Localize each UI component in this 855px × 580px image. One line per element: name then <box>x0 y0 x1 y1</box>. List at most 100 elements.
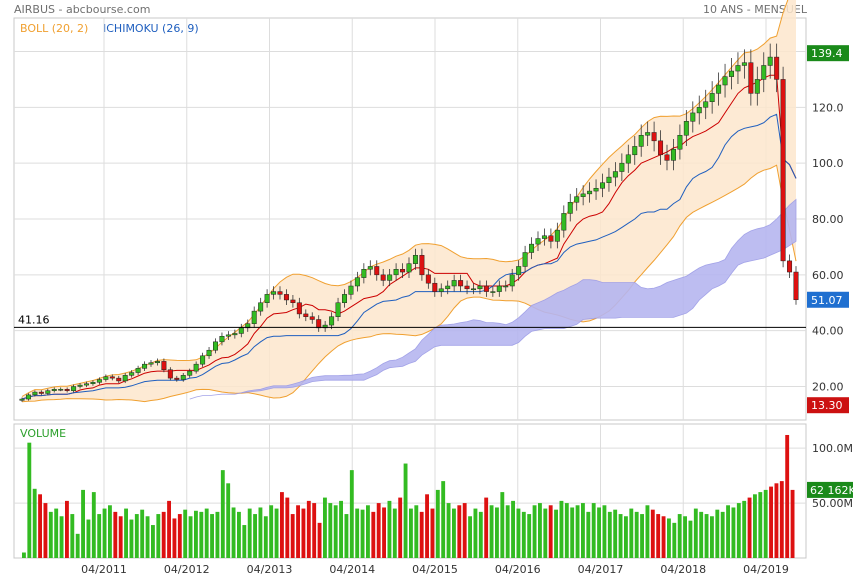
candle-body <box>154 361 160 364</box>
bollinger-band-fill <box>22 0 796 402</box>
candle-body <box>664 154 670 161</box>
volume-bar <box>650 509 655 558</box>
volume-bar <box>521 511 526 558</box>
volume-bar <box>387 500 392 558</box>
volume-bar <box>366 505 370 558</box>
candle-body <box>129 372 135 376</box>
candle-body <box>761 65 767 80</box>
candle-body <box>645 132 651 136</box>
volume-bar <box>108 505 112 558</box>
candle-body <box>213 341 218 351</box>
candle-body <box>548 235 554 242</box>
volume-bar <box>118 516 123 558</box>
candle-body <box>612 171 618 178</box>
candle-body <box>774 56 780 80</box>
volume-bar <box>183 509 188 558</box>
candle-body <box>658 140 664 156</box>
volume-bar <box>382 507 386 558</box>
candle-body <box>329 316 335 326</box>
candle-body <box>122 375 128 382</box>
volume-bar <box>602 505 607 558</box>
volume-bar <box>581 503 585 558</box>
volume-bar <box>495 507 499 558</box>
volume-bar <box>151 525 155 558</box>
candle-body <box>393 269 399 276</box>
volume-bar <box>247 508 252 558</box>
volume-bar <box>371 511 376 558</box>
volume-bar <box>726 505 730 558</box>
volume-bar <box>215 511 220 558</box>
volume-bar <box>790 489 795 558</box>
volume-bar <box>715 509 720 558</box>
volume-bar <box>774 483 779 558</box>
candle-body <box>496 285 502 292</box>
volume-bar <box>172 518 177 558</box>
volume-bar <box>355 508 360 558</box>
candle-body <box>561 213 567 231</box>
x-tick-label: 04/2019 <box>743 563 789 576</box>
y-tick-label: 40.00 <box>812 325 844 338</box>
candle-body <box>471 288 476 291</box>
candle-body <box>271 291 277 295</box>
volume-bar <box>296 505 300 558</box>
candle-body <box>606 176 612 183</box>
volume-bar <box>516 508 521 558</box>
volume-bar <box>220 470 225 558</box>
candle-body <box>638 135 644 147</box>
volume-bar <box>75 533 80 558</box>
volume-bar <box>392 508 397 558</box>
volume-bar <box>91 492 96 558</box>
candle-body <box>567 202 573 214</box>
volume-bar <box>414 505 419 558</box>
candle-body <box>135 368 141 373</box>
volume-bar <box>38 494 42 558</box>
candle-body <box>529 243 535 253</box>
volume-bar <box>672 522 677 558</box>
volume-bar <box>204 508 209 558</box>
volume-bar <box>129 519 134 558</box>
candle-body <box>264 294 270 303</box>
candle-body <box>741 62 747 66</box>
candle-body <box>258 302 264 312</box>
candle-body <box>406 263 412 273</box>
volume-bar <box>688 520 693 558</box>
candle-body <box>103 376 109 380</box>
volume-bar <box>86 519 91 558</box>
candle-body <box>309 316 315 320</box>
volume-bar <box>140 509 145 558</box>
volume-bar <box>65 500 69 558</box>
price-tag <box>807 45 849 62</box>
candle-body <box>593 188 599 192</box>
candle-body <box>432 282 438 292</box>
volume-bar <box>376 503 381 558</box>
y-tick-label: 100.0 <box>812 157 844 170</box>
candle-body <box>232 333 238 336</box>
candle-body <box>587 190 593 195</box>
candle-body <box>722 76 728 86</box>
candle-body <box>780 79 786 262</box>
volume-bar <box>339 500 343 558</box>
volume-bar <box>489 505 494 558</box>
volume-bar <box>758 492 763 558</box>
x-tick-label: 04/2011 <box>81 563 127 576</box>
volume-bar <box>419 511 424 558</box>
candle-body <box>412 255 418 264</box>
volume-bar <box>677 514 682 558</box>
candle-body <box>735 65 741 72</box>
volume-bar <box>564 503 569 558</box>
candle-body <box>238 327 244 334</box>
volume-bar <box>70 514 75 558</box>
volume-bar <box>210 514 214 558</box>
candle-body <box>451 280 457 287</box>
x-tick-label: 04/2015 <box>412 563 458 576</box>
volume-bar <box>177 514 182 558</box>
candle-body <box>541 235 547 239</box>
candle-body <box>109 376 115 379</box>
volume-bar <box>457 505 462 558</box>
y-tick-label: 60.00 <box>812 269 844 282</box>
candle-body <box>167 369 173 379</box>
candle-body <box>754 79 760 94</box>
volume-bar <box>736 503 741 558</box>
volume-bar <box>624 516 628 558</box>
volume-bar <box>435 489 440 558</box>
